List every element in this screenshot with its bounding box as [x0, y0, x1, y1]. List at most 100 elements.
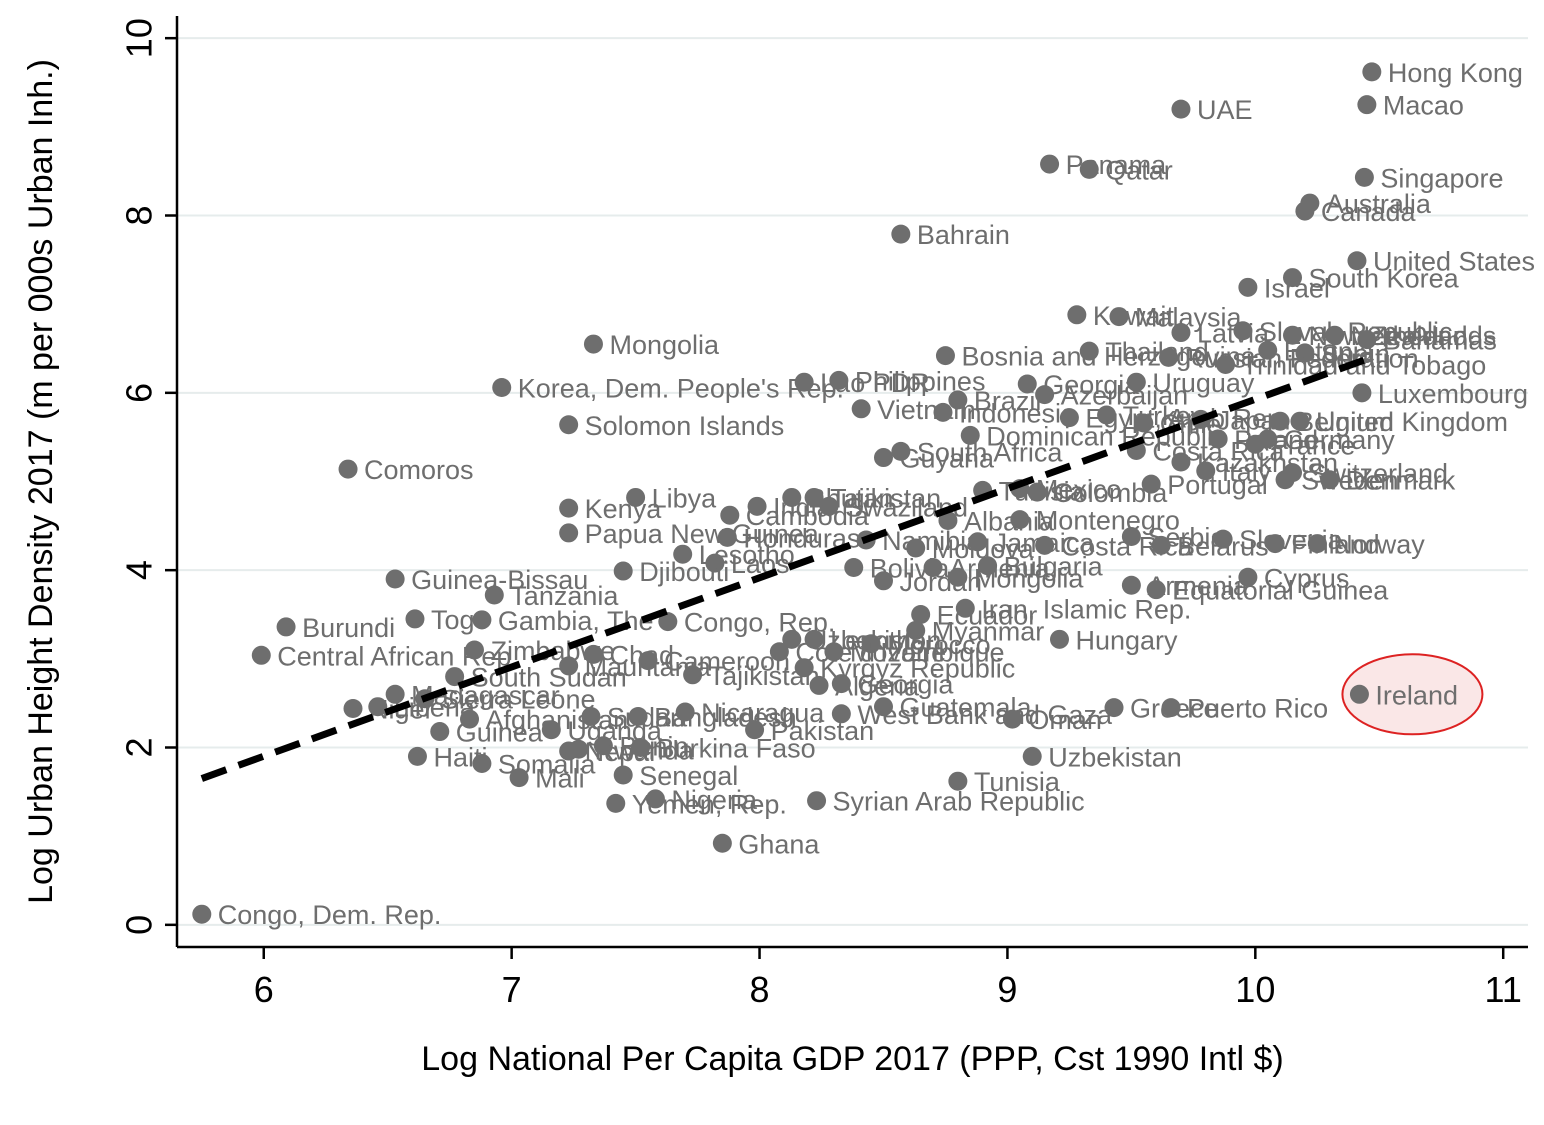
- data-point: [1283, 325, 1303, 345]
- data-point: [1161, 698, 1181, 718]
- data-point: [1245, 434, 1265, 454]
- axes: [175, 16, 1528, 949]
- data-point: [1171, 99, 1191, 119]
- data-point-label: Comoros: [364, 455, 474, 485]
- data-point-label: Guinea: [456, 718, 544, 748]
- data-point-label: Korea, Dem. People's Rep.: [518, 374, 844, 404]
- data-point: [804, 629, 824, 649]
- data-point-label: Burundi: [302, 613, 395, 643]
- data-point: [559, 415, 579, 435]
- data-point: [613, 561, 633, 581]
- data-point: [1258, 340, 1278, 360]
- data-point-label: Kyrgyz Republic: [820, 654, 1015, 684]
- data-point: [1283, 268, 1303, 288]
- data-point: [1354, 167, 1374, 187]
- data-point: [794, 372, 814, 392]
- data-point: [1171, 452, 1191, 472]
- data-point: [782, 487, 802, 507]
- data-point-label: United States: [1373, 247, 1535, 277]
- y-tick-label: 0: [119, 915, 160, 935]
- data-point-label: Dominican Republic: [986, 421, 1226, 451]
- data-point: [1290, 411, 1310, 431]
- data-point: [1035, 535, 1055, 555]
- data-point: [968, 532, 988, 552]
- data-point-label: Ecuador: [937, 601, 1038, 631]
- data-point-label: Uzbekistan: [1048, 742, 1182, 772]
- data-point-label: Sierra Leone: [441, 685, 596, 715]
- data-point: [831, 704, 851, 724]
- data-point-label: Congo, Dem. Rep.: [218, 900, 442, 930]
- data-point: [1238, 277, 1258, 297]
- data-point: [712, 833, 732, 853]
- data-point: [606, 793, 626, 813]
- data-point: [1357, 330, 1377, 350]
- data-point: [1017, 374, 1037, 394]
- data-point: [593, 736, 613, 756]
- data-point-label: Central African Rep.: [277, 641, 519, 671]
- data-point: [1295, 343, 1315, 363]
- x-tick-label: 6: [254, 969, 274, 1010]
- data-point-label: Puerto Rico: [1187, 694, 1328, 724]
- data-point: [675, 702, 695, 722]
- data-point: [430, 722, 450, 742]
- y-tick-label: 2: [119, 737, 160, 757]
- data-point: [1362, 62, 1382, 82]
- data-point-label: Singapore: [1380, 163, 1503, 193]
- data-point: [891, 441, 911, 461]
- data-point: [906, 538, 926, 558]
- data-point-label: Georgia: [1043, 370, 1140, 400]
- x-tick-label: 8: [750, 969, 770, 1010]
- data-point-label: Uruguay: [1152, 368, 1255, 398]
- data-point-label: Slovenia: [1239, 525, 1344, 555]
- data-point: [911, 605, 931, 624]
- data-point-label: Namibia: [882, 526, 982, 556]
- data-point: [1320, 470, 1340, 490]
- data-point-label: United Kingdom: [1316, 407, 1508, 437]
- data-point-label: Equatorial Guinea: [1172, 576, 1389, 606]
- data-point: [1097, 405, 1117, 425]
- data-point-label: Papua New Guinea: [585, 519, 820, 549]
- data-point: [948, 771, 968, 791]
- data-point: [1347, 251, 1367, 271]
- data-point: [1134, 413, 1154, 433]
- data-point: [782, 629, 802, 649]
- data-point-label: Cyprus: [1264, 563, 1350, 593]
- data-point: [1121, 575, 1141, 595]
- data-point-label: Morocco: [887, 630, 991, 660]
- data-point-label: Syrian Arab Republic: [833, 787, 1085, 817]
- data-point: [407, 746, 427, 766]
- data-point: [861, 634, 881, 654]
- data-point-label: Finland: [1291, 530, 1380, 560]
- data-point: [583, 644, 603, 664]
- data-point: [559, 656, 579, 676]
- data-point: [809, 675, 829, 695]
- data-point: [1357, 95, 1377, 115]
- data-point-label: Nigeria: [671, 785, 758, 815]
- data-point: [338, 459, 358, 479]
- data-point: [948, 567, 968, 587]
- data-point-label: Tajikistan: [709, 661, 820, 691]
- x-tick-label: 7: [502, 969, 522, 1010]
- data-point: [1141, 474, 1161, 494]
- data-point: [1126, 372, 1146, 392]
- data-point-label: Ireland: [1375, 680, 1458, 710]
- axis-ticks: 6 7 8 9 10 11 0 2 4 6 8 10: [119, 18, 1522, 1010]
- data-point: [948, 390, 968, 410]
- data-point: [829, 370, 849, 390]
- data-point: [1349, 684, 1369, 704]
- data-point-label: Cote d'Ivoire: [795, 638, 946, 668]
- data-point: [933, 402, 953, 422]
- data-point: [1109, 307, 1129, 327]
- data-point: [938, 511, 958, 531]
- data-point: [368, 697, 388, 717]
- data-point-label: Djibouti: [639, 557, 729, 587]
- data-point: [405, 609, 425, 629]
- data-point: [851, 399, 871, 419]
- data-point-label: France: [1271, 430, 1355, 460]
- data-point: [581, 706, 601, 726]
- data-point: [794, 658, 814, 678]
- data-point: [631, 738, 651, 757]
- data-point: [385, 684, 405, 704]
- data-point-label: Iran, Islamic Rep.: [981, 594, 1191, 624]
- data-point: [1270, 411, 1290, 431]
